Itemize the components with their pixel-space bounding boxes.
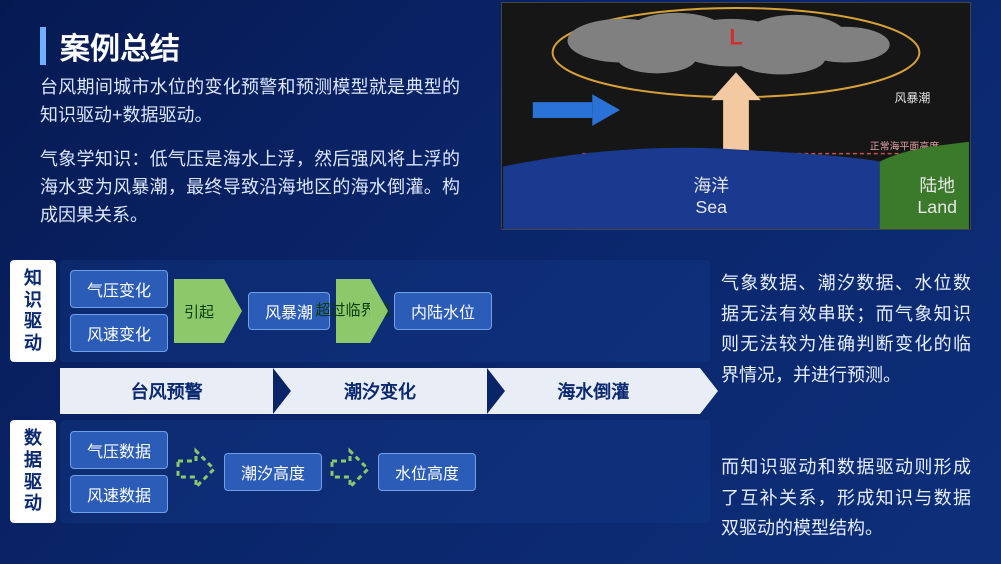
chip-tide-height: 潮汐高度 <box>224 453 322 491</box>
phase-1: 台风预警 <box>60 368 291 414</box>
storm-svg: L 风暴潮 正常海平面高度 海洋 Sea 陆地 Land <box>502 3 970 229</box>
phase-arrows: 台风预警 潮汐变化 海水倒灌 <box>60 368 700 414</box>
sea-label-en: Sea <box>695 197 727 217</box>
sea-label-cn: 海洋 <box>693 175 729 195</box>
chip-wind-change: 风速变化 <box>70 314 168 352</box>
chip-inland-level: 内陆水位 <box>394 292 492 330</box>
arrow-threshold: 超 过 临 界 值 <box>336 279 388 343</box>
land-label-cn: 陆地 <box>919 175 955 195</box>
page-title: 案例总结 <box>60 24 180 68</box>
land-label-en: Land <box>917 197 957 217</box>
chip-wind-data: 风速数据 <box>70 475 168 513</box>
knowledge-driven-row: 知 识 驱 动 气压变化 风速变化 引起 风暴潮 超 过 临 <box>10 260 710 362</box>
dash-arrow-2-icon <box>328 447 372 496</box>
surge-label: 风暴潮 <box>895 91 931 105</box>
data-content: 气压数据 风速数据 潮汐高度 水位高度 <box>60 420 710 522</box>
title-bar: 案例总结 <box>40 24 180 68</box>
chip-pressure-data: 气压数据 <box>70 431 168 469</box>
intro-paragraph-2: 气象学知识：低气压是海水上浮，然后强风将上浮的海水变为风暴潮，最终导致沿海地区的… <box>40 146 460 230</box>
phase-3: 海水倒灌 <box>487 368 718 414</box>
data-label: 数 据 驱 动 <box>10 420 56 522</box>
data-driven-row: 数 据 驱 动 气压数据 风速数据 潮汐高度 水位高度 <box>10 420 710 522</box>
arrow-causes: 引起 <box>174 279 242 343</box>
phase-2: 潮汐变化 <box>273 368 504 414</box>
chip-pressure-change: 气压变化 <box>70 270 168 308</box>
storm-surge-diagram: L 风暴潮 正常海平面高度 海洋 Sea 陆地 Land <box>501 2 971 230</box>
knowledge-label: 知 识 驱 动 <box>10 260 56 362</box>
right-paragraph-1: 气象数据、潮汐数据、水位数据无法有效串联；而气象知识则无法较为准确判断变化的临界… <box>721 268 971 390</box>
knowledge-content: 气压变化 风速变化 引起 风暴潮 超 过 临 界 值 内陆水位 <box>60 260 710 362</box>
accent-bar <box>40 27 46 65</box>
intro-paragraph-1: 台风期间城市水位的变化预警和预测模型就是典型的知识驱动+数据驱动。 <box>40 74 460 130</box>
right-paragraph-2: 而知识驱动和数据驱动则形成了互补关系，形成知识与数据双驱动的模型结构。 <box>721 452 971 544</box>
dash-arrow-1-icon <box>174 447 218 496</box>
low-pressure-label: L <box>729 25 742 50</box>
chip-water-height: 水位高度 <box>378 453 476 491</box>
flow-area: 知 识 驱 动 气压变化 风速变化 引起 风暴潮 超 过 临 <box>10 260 710 527</box>
